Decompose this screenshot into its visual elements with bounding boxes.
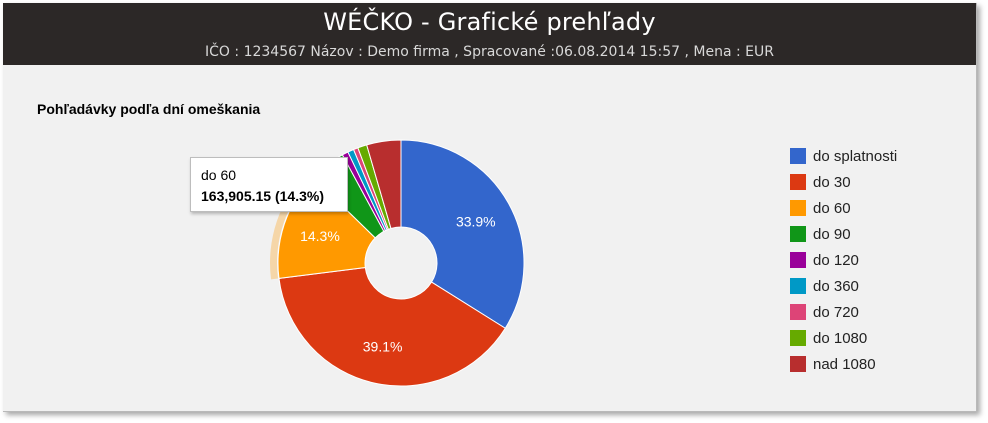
tooltip-series-name: do 60 [201,167,237,183]
legend-swatch [790,200,806,216]
legend-swatch [790,252,806,268]
legend-label: do 1080 [813,329,868,347]
legend-item-do-splatnosti[interactable]: do splatnosti [790,143,897,169]
legend-item-do-90[interactable]: do 90 [790,221,897,247]
slice-label-do-30: 39.1% [363,338,403,354]
legend-item-do-1080[interactable]: do 1080 [790,325,897,351]
slice-label-do-splatnosti: 33.9% [456,214,496,230]
legend-label: do 720 [813,303,859,321]
legend-swatch [790,174,806,190]
legend-label: do 60 [813,199,851,217]
chart-title: Pohľadávky podľa dní omeškania [37,101,261,117]
report-panel: WÉČKO - Grafické prehľady IČO : 1234567 … [3,3,977,412]
slice-label-do-60: 14.3% [300,228,340,244]
donut-chart: 33.9% 39.1% 14.3% [270,139,525,387]
legend-swatch [790,356,806,372]
legend-label: do splatnosti [813,147,898,165]
tooltip-value: 163,905.15 (14.3%) [201,188,324,204]
legend-item-do-360[interactable]: do 360 [790,273,897,299]
legend-item-do-720[interactable]: do 720 [790,299,897,325]
pie-slice-do-30[interactable] [278,266,506,387]
legend-swatch [790,278,806,294]
legend-swatch [790,226,806,242]
report-header: WÉČKO - Grafické prehľady IČO : 1234567 … [3,3,976,65]
legend-item-do-30[interactable]: do 30 [790,169,897,195]
report-subtitle: IČO : 1234567 Názov : Demo firma , Sprac… [205,44,774,60]
legend-item-do-120[interactable]: do 120 [790,247,897,273]
pie-slice-do-splatnosti[interactable] [400,139,525,329]
pie-slice-nad-1080[interactable] [366,139,402,230]
legend-label: do 360 [813,277,859,295]
chart-tooltip: do 60 163,905.15 (14.3%) [190,157,348,212]
legend-swatch [790,148,806,164]
legend-label: do 30 [813,173,851,191]
legend-label: do 120 [813,251,859,269]
legend-label: do 90 [813,225,851,243]
legend-swatch [790,304,806,320]
legend-label: nad 1080 [813,355,876,373]
legend-swatch [790,330,806,346]
legend-item-do-60[interactable]: do 60 [790,195,897,221]
legend-item-nad-1080[interactable]: nad 1080 [790,351,897,377]
report-title: WÉČKO - Grafické prehľady [323,8,656,36]
chart-legend: do splatnosti do 30 do 60 do 90 do 120 do 360… [790,143,897,377]
